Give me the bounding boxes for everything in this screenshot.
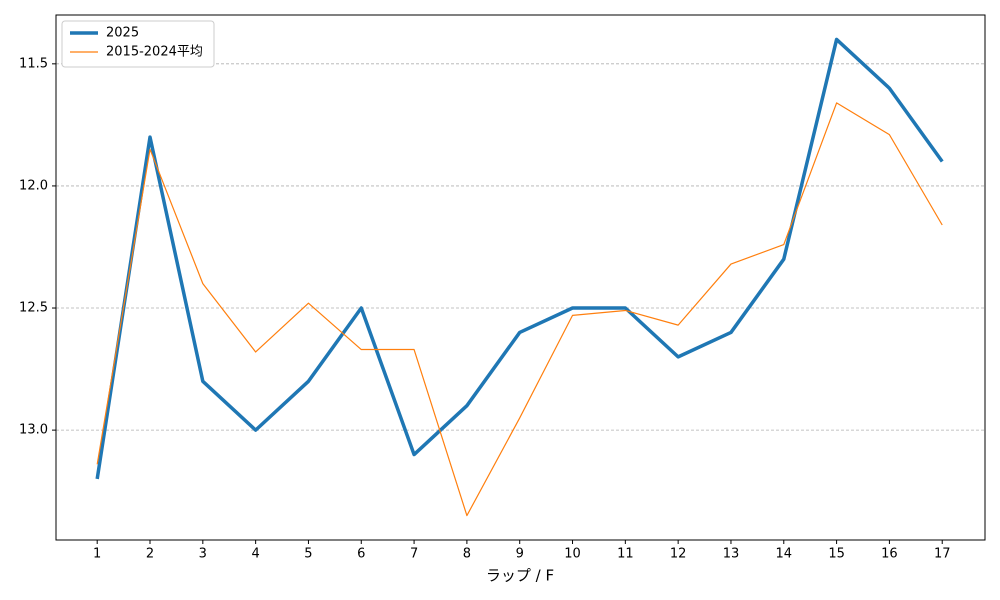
data-line bbox=[96, 102, 943, 517]
x-tick-label: 8 bbox=[463, 547, 471, 562]
x-tick-label: 1 bbox=[93, 547, 101, 562]
x-tick-label: 15 bbox=[828, 547, 845, 562]
x-axis-label: ラップ / F bbox=[486, 567, 554, 585]
x-tick-label: 7 bbox=[410, 547, 418, 562]
y-tick-label: 11.5 bbox=[19, 56, 48, 71]
legend: 2025 2015-2024平均 bbox=[61, 20, 215, 68]
x-tick-label: 14 bbox=[776, 547, 793, 562]
x-tick-label: 11 bbox=[617, 547, 634, 562]
x-tick-label: 3 bbox=[199, 547, 207, 562]
legend-box bbox=[61, 20, 215, 68]
y-tick-label: 13.0 bbox=[19, 423, 48, 438]
x-tick-label: 9 bbox=[516, 547, 524, 562]
x-tick-label: 6 bbox=[357, 547, 365, 562]
x-tick-label: 16 bbox=[881, 547, 898, 562]
legend-label: 2015-2024平均 bbox=[106, 45, 203, 60]
x-tick-label: 12 bbox=[670, 547, 687, 562]
x-tick-label: 2 bbox=[146, 547, 154, 562]
x-tick-label: 5 bbox=[304, 547, 312, 562]
y-tick-label: 12.0 bbox=[19, 178, 48, 193]
x-tick-label: 4 bbox=[251, 547, 259, 562]
data-line bbox=[95, 37, 944, 480]
x-tick-label: 17 bbox=[934, 547, 951, 562]
plot-frame bbox=[55, 14, 986, 541]
x-tick-label: 10 bbox=[564, 547, 581, 562]
y-tick-label: 12.5 bbox=[19, 301, 48, 316]
x-tick-label: 13 bbox=[723, 547, 740, 562]
legend-label: 2025 bbox=[106, 26, 139, 41]
